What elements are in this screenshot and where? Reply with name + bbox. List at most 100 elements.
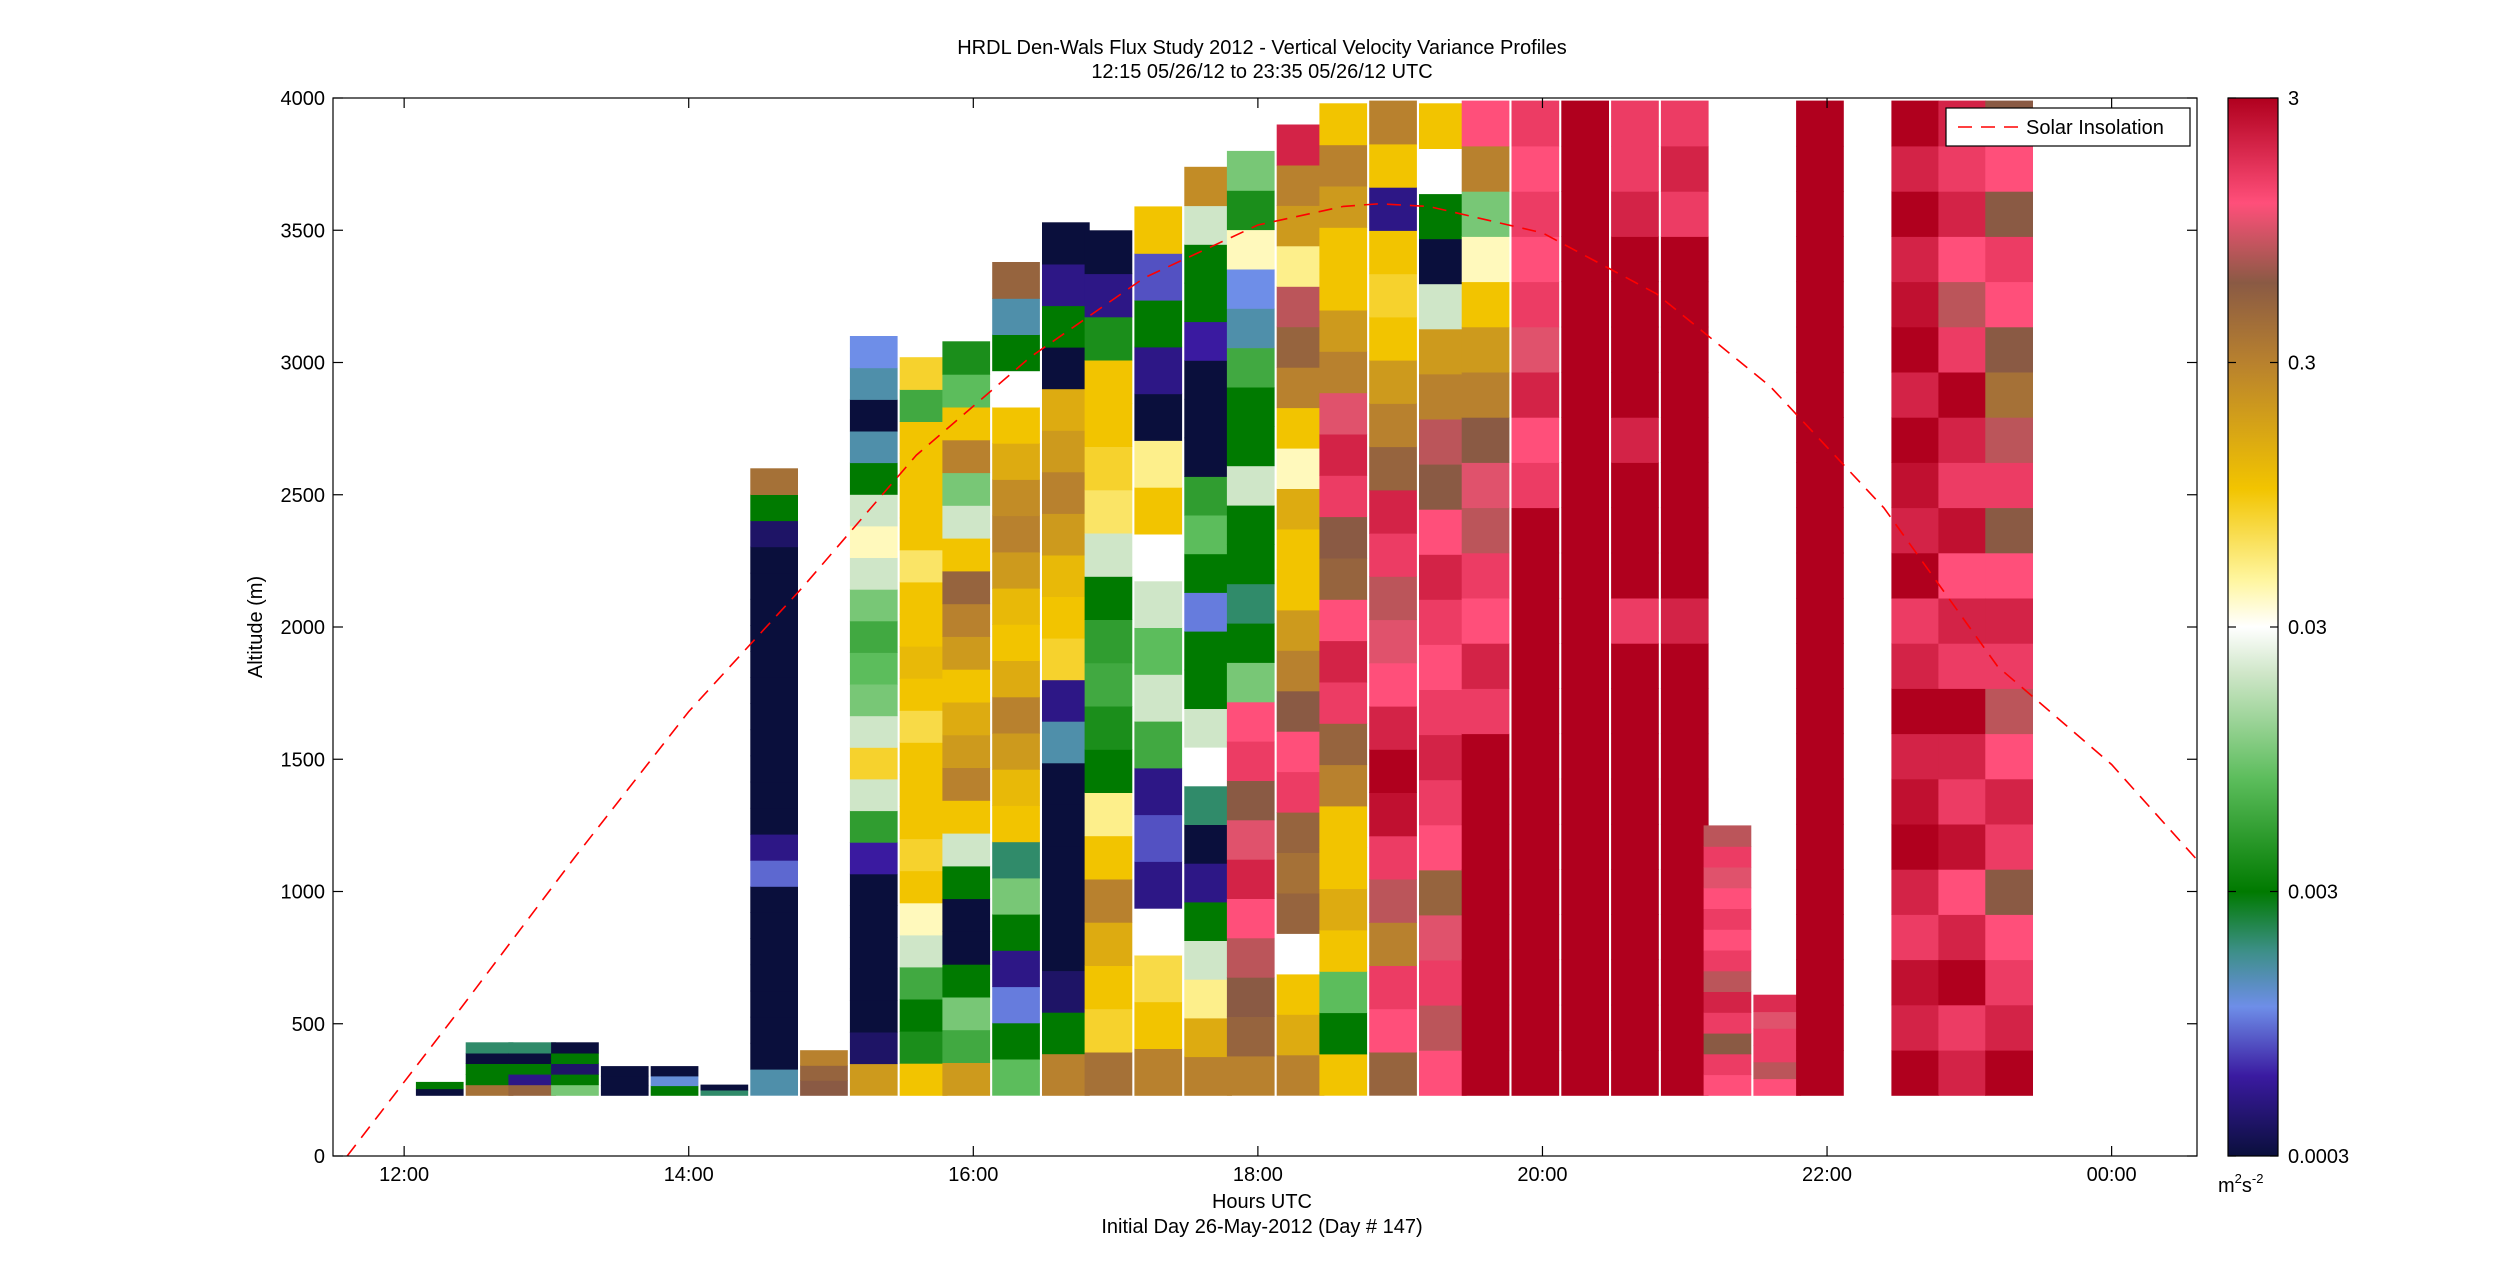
heatmap-cell (1134, 721, 1183, 769)
x-tick-label: 20:00 (1517, 1164, 1567, 1186)
heatmap-cell (1753, 1061, 1802, 1080)
heatmap-cell (1084, 922, 1133, 966)
heatmap-cell (1134, 346, 1183, 395)
heatmap-cell (1276, 892, 1325, 934)
heatmap-cell (942, 833, 991, 867)
heatmap-cell (1985, 145, 2033, 192)
heatmap-cell (551, 1074, 599, 1086)
heatmap-cell (1134, 533, 1183, 582)
heatmap-cell (1276, 690, 1325, 732)
heatmap-cell (1369, 965, 1417, 1010)
heatmap-cell (1369, 489, 1417, 534)
heatmap-cell (1184, 747, 1232, 787)
heatmap-cell (1369, 619, 1417, 664)
heatmap-cell (465, 1042, 514, 1054)
heatmap-cell (1319, 764, 1368, 807)
heatmap-cell (942, 636, 991, 670)
heatmap-cell (1226, 583, 1275, 624)
colorbar: 3 0.3 0.03 0.003 0.0003 m2s-2 (2218, 88, 2349, 1197)
heatmap-cell (1419, 599, 1467, 645)
heatmap-cell (1226, 465, 1275, 506)
heatmap-cell (1319, 971, 1368, 1014)
heatmap-cell (1461, 462, 1510, 509)
heatmap-cell (849, 905, 898, 938)
heatmap-cell (1703, 825, 1752, 847)
heatmap-cell (1891, 778, 1940, 825)
heatmap-cell (1891, 869, 1940, 915)
heatmap-cell (1703, 1053, 1752, 1076)
heatmap-cell (750, 1042, 798, 1070)
heatmap-cell (1511, 959, 1560, 1006)
heatmap-cell (750, 1016, 798, 1044)
heatmap-cell (1276, 973, 1325, 1015)
heatmap-cell (1938, 1050, 1987, 1096)
heatmap-cell (1611, 191, 1659, 237)
heatmap-cell (1226, 347, 1275, 388)
heatmap-cell (899, 870, 948, 904)
heatmap-cell (849, 336, 898, 369)
heatmap-cell (1511, 281, 1560, 328)
heatmap-cell (849, 1063, 898, 1096)
heatmap-cell (1042, 305, 1090, 348)
heatmap-cell (1319, 681, 1368, 724)
heatmap-cell (1276, 933, 1325, 975)
heatmap-cell (1660, 597, 1709, 644)
heatmap-cell (1611, 507, 1659, 554)
heatmap-cell (1042, 554, 1090, 597)
heatmap-cell (750, 546, 798, 574)
heatmap-cell (750, 677, 798, 704)
heatmap-cell (600, 1085, 649, 1096)
heatmap-cell (1134, 393, 1183, 441)
heatmap-cell (1561, 191, 1609, 237)
heatmap-cell (942, 341, 991, 375)
heatmap-cell (1891, 823, 1940, 870)
heatmap-cell (899, 389, 948, 422)
heatmap-cell (465, 1074, 514, 1086)
heatmap-cell (1369, 316, 1417, 361)
heatmap-cell (1184, 824, 1232, 864)
heatmap-cell (1561, 371, 1609, 418)
heatmap-cell (1796, 236, 1844, 283)
heatmap-cell (1134, 767, 1183, 816)
heatmap-cell (1419, 1050, 1467, 1096)
heatmap-cell (992, 479, 1040, 517)
heatmap-cell (1276, 731, 1325, 773)
heatmap-cell (1084, 533, 1133, 577)
heatmap-cell (1796, 914, 1844, 961)
heatmap-cell (1703, 991, 1752, 1013)
heatmap-cell (1461, 688, 1510, 735)
heatmap-cell (750, 912, 798, 939)
heatmap-cell (750, 938, 798, 966)
heatmap-cell (1369, 230, 1417, 275)
heatmap-cell (1276, 771, 1325, 813)
heatmap-cell (1938, 145, 1987, 192)
heatmap-cell (1561, 869, 1609, 915)
heatmap-cell (508, 1063, 557, 1075)
heatmap-cell (1319, 1053, 1368, 1096)
heatmap-cell (1419, 238, 1467, 285)
heatmap-cell (992, 515, 1040, 553)
heatmap-cell (1611, 823, 1659, 870)
heatmap-cell (1134, 206, 1183, 254)
heatmap-cell (942, 603, 991, 637)
heatmap-cell (1660, 507, 1709, 554)
heatmap-cell (1891, 914, 1940, 961)
heatmap-cell (1561, 417, 1609, 463)
heatmap-cell (1511, 552, 1560, 599)
heatmap-cell (1276, 164, 1325, 206)
heatmap-cell (800, 1065, 848, 1081)
heatmap-cell (465, 1063, 514, 1075)
heatmap-cell (1891, 552, 1940, 599)
heatmap-cell (1084, 576, 1133, 620)
heatmap-cell (1561, 914, 1609, 961)
heatmap-cell (899, 902, 948, 936)
heatmap-cell (1891, 462, 1940, 509)
heatmap-cell (942, 767, 991, 801)
heatmap-cell (1419, 869, 1467, 916)
plot-area: 12:00 14:00 16:00 18:00 20:00 22:00 00:00 0 500… (281, 88, 2198, 1186)
heatmap-cell (1796, 191, 1844, 237)
heatmap-cell (1561, 507, 1609, 554)
heatmap-cell (1319, 929, 1368, 972)
heatmap-cell (1611, 597, 1659, 644)
heatmap-cell (1796, 733, 1844, 780)
